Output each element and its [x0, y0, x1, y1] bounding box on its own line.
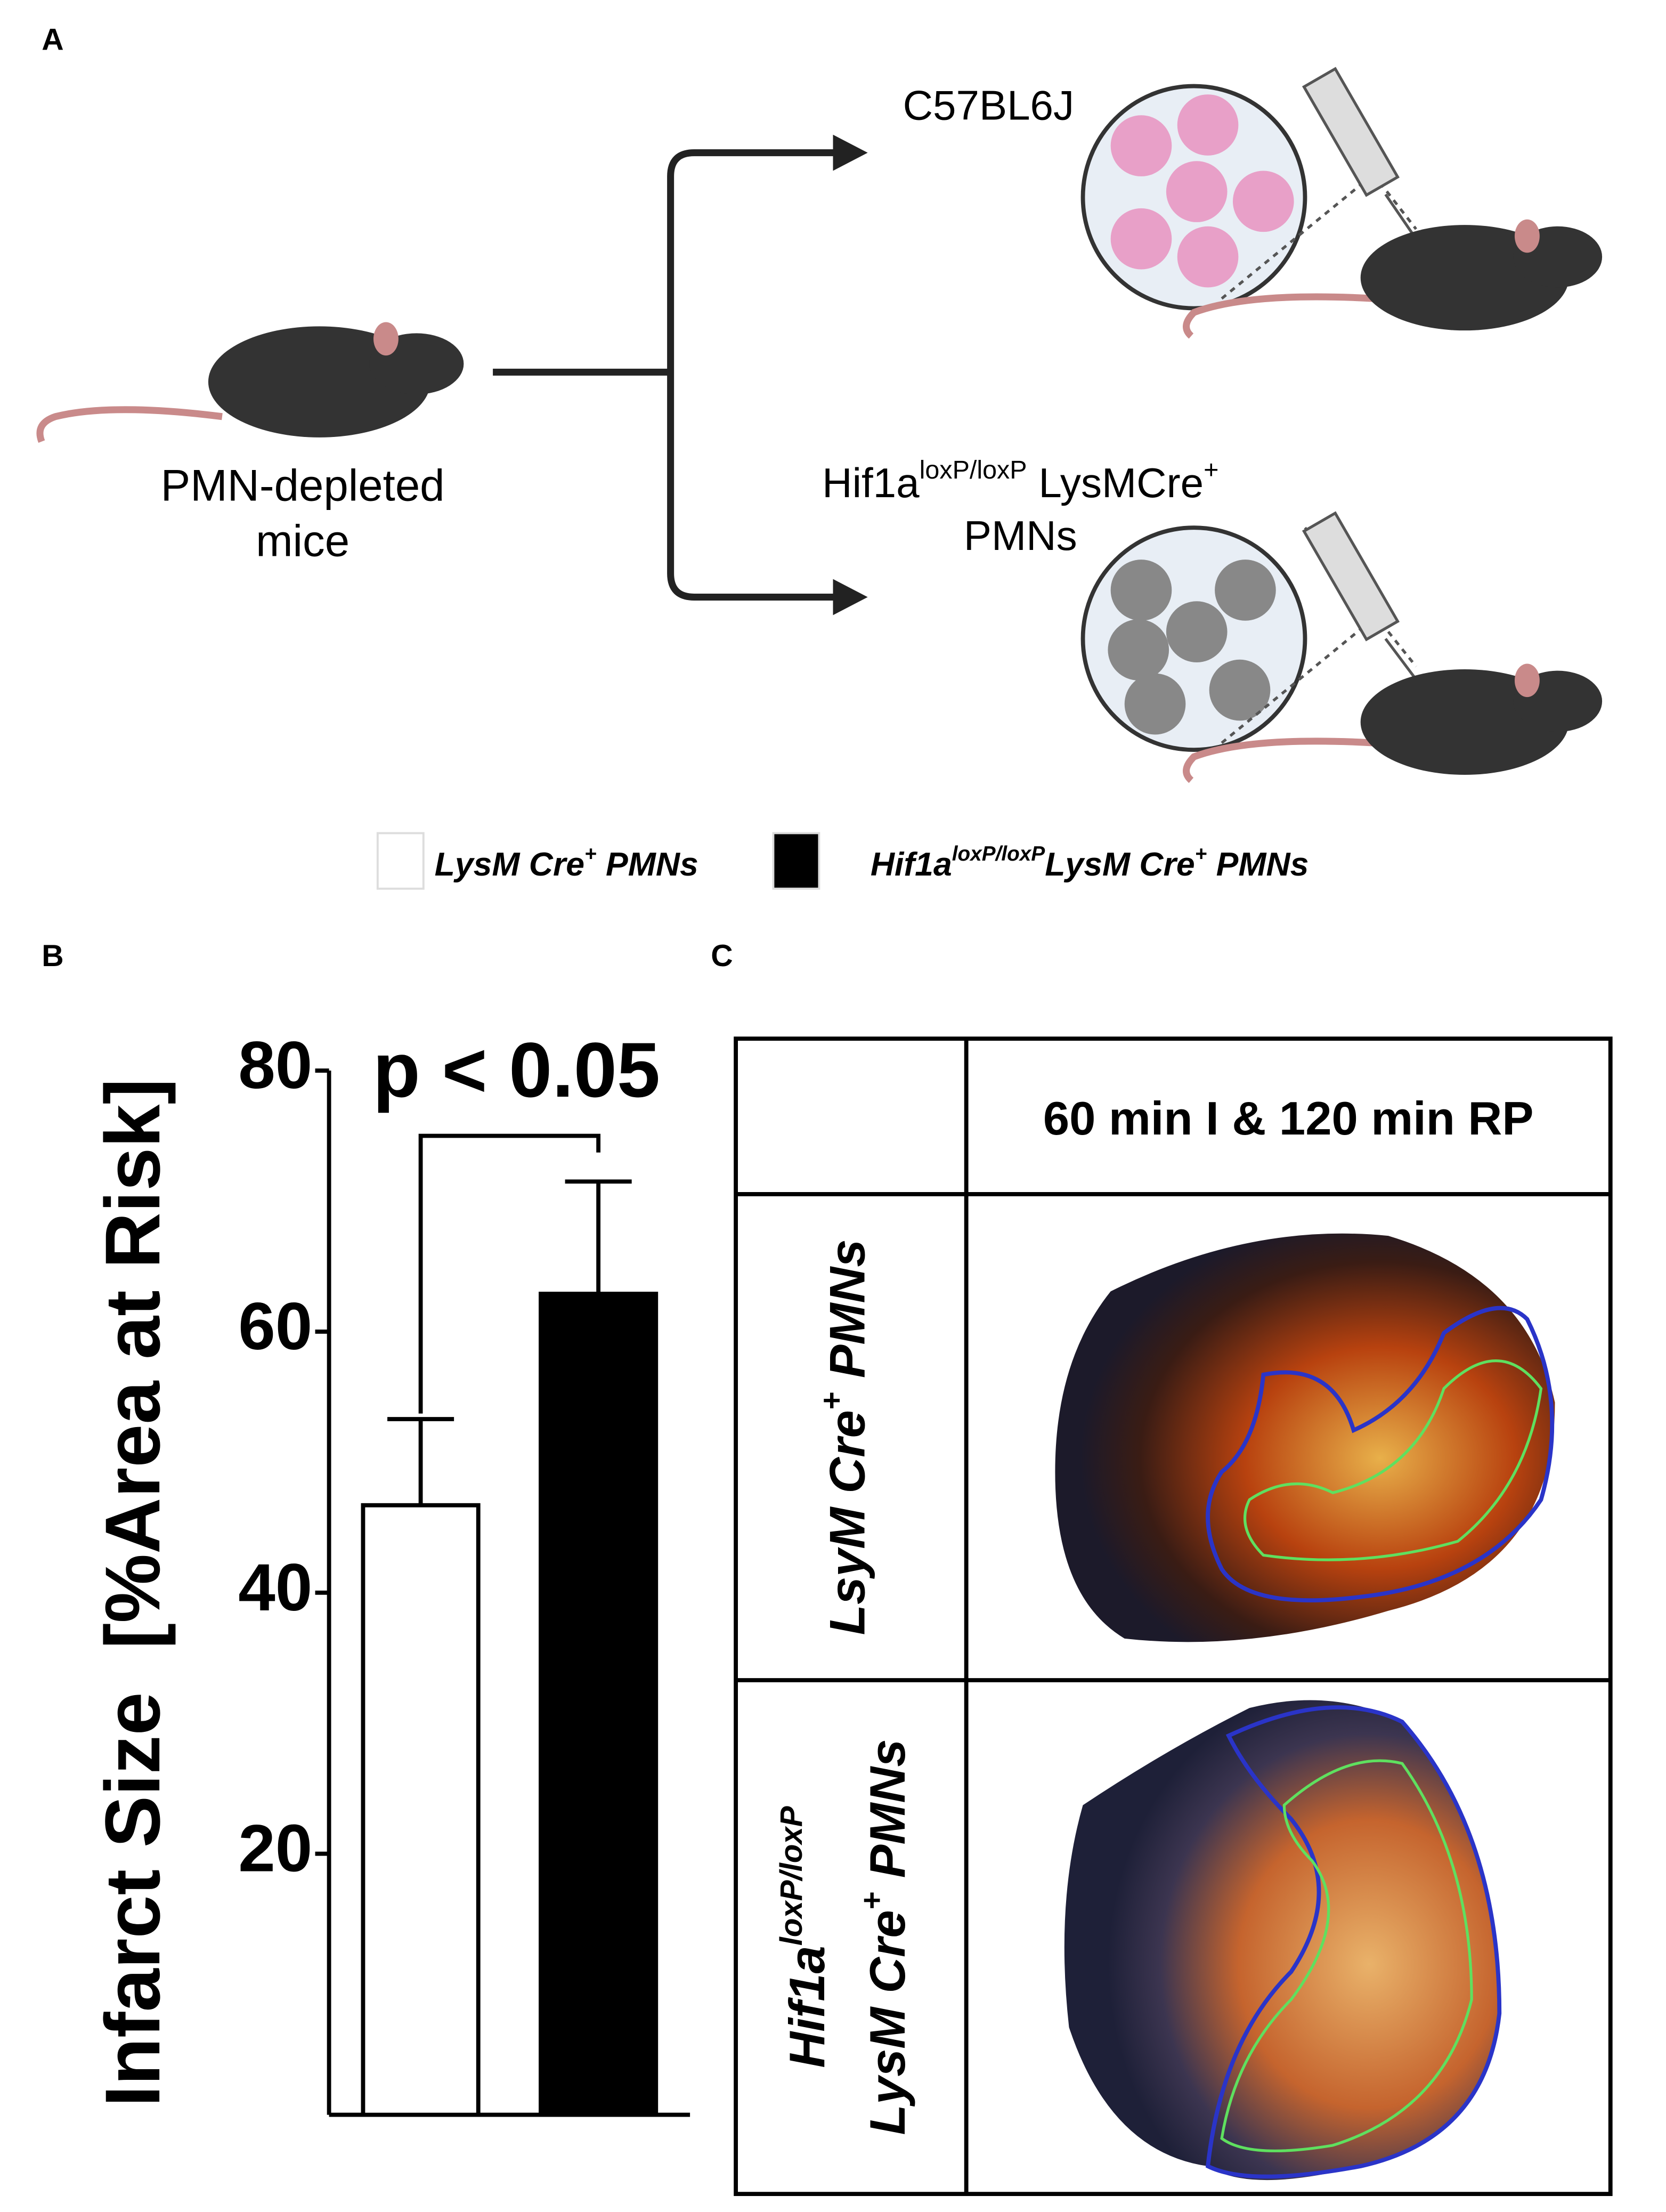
annotation: p < 0.05 — [373, 1026, 660, 1113]
y-tick-label: 60 — [238, 1289, 312, 1364]
panel-label: B — [42, 939, 63, 973]
text-run: Hif1a — [871, 846, 952, 883]
text-run: LysM Cre — [435, 846, 584, 883]
y-tick-label: 80 — [238, 1028, 312, 1103]
source-label: PMN-depleted — [161, 460, 445, 510]
y-axis-title: Infarct Size [%Area at Risk] — [89, 1079, 176, 2107]
heart-section — [1064, 1700, 1502, 2181]
arrow-head — [833, 134, 868, 171]
column-header: 60 min I & 120 min RP — [1043, 1092, 1534, 1145]
source-label: mice — [256, 516, 350, 565]
text-run: + — [814, 1392, 849, 1410]
cell-circle — [1080, 525, 1307, 752]
heart-section — [1055, 1233, 1555, 1642]
significance-bracket — [418, 1133, 601, 1414]
text-run: loxP/loxP — [774, 1806, 809, 1946]
text-run: Hif1a — [779, 1946, 835, 2068]
y-tick-label: 40 — [238, 1550, 312, 1625]
text-run: + — [855, 1892, 889, 1910]
target-label: PMNs — [964, 512, 1077, 559]
text-run: LysM Cre — [1045, 846, 1194, 883]
panel-label: A — [42, 22, 63, 56]
text-run: + — [584, 842, 597, 865]
y-tick-label: 20 — [238, 1811, 312, 1886]
mouse-icon — [36, 322, 464, 443]
panel-label: C — [711, 939, 733, 973]
bar — [539, 1291, 659, 2117]
row-label: LsyM Cre+ PMNs — [814, 1239, 875, 1635]
text-run: LysM Cre — [859, 1910, 915, 2135]
flow-arrows — [493, 149, 833, 601]
text-run: + — [1204, 456, 1218, 484]
text-run: PMNs — [1207, 846, 1309, 883]
row-label: Hif1aloxP/loxP — [774, 1806, 835, 2068]
row-label: LysM Cre+ PMNs — [855, 1739, 915, 2135]
legend-label: Hif1aloxP/loxPLysM Cre+ PMNs — [871, 842, 1309, 883]
arrow-head — [833, 579, 868, 615]
mouse-icon — [1183, 219, 1603, 783]
text-run: + — [1195, 842, 1207, 865]
text-run: PMNs — [597, 846, 698, 883]
text-run: PMNs — [819, 1239, 875, 1392]
legend-swatch — [376, 832, 425, 890]
table-grid — [734, 1036, 1613, 2197]
legend-label: LysM Cre+ PMNs — [435, 842, 698, 883]
text-run: PMNs — [964, 512, 1077, 559]
text-run: LsyM Cre — [819, 1410, 875, 1635]
cell-circle — [1080, 84, 1307, 311]
target-label: Hif1aloxP/loxP LysMCre+ — [822, 456, 1218, 506]
text-run: Hif1a — [822, 459, 920, 506]
text-run: loxP/loxP — [952, 842, 1045, 865]
text-run: PMNs — [859, 1739, 915, 1892]
bar — [361, 1503, 481, 2117]
text-run: LysMCre — [1027, 459, 1204, 506]
legend-swatch — [772, 832, 820, 890]
target-label: C57BL6J — [903, 82, 1075, 128]
text-run: loxP/loxP — [920, 456, 1027, 484]
text-run: C57BL6J — [903, 82, 1075, 128]
syringe — [1221, 67, 1420, 744]
